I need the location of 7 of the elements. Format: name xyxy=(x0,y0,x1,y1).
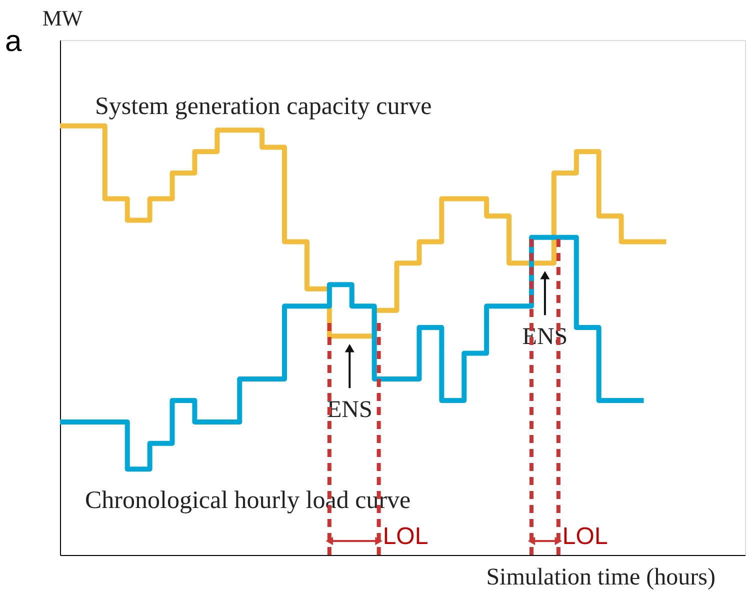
series-label: Chronological hourly load curve xyxy=(85,487,411,514)
series-label: System generation capacity curve xyxy=(95,93,432,120)
annotation: LOL xyxy=(562,523,608,550)
y-axis-title: MW xyxy=(42,6,83,30)
x-axis-title: Simulation time (hours) xyxy=(486,564,716,590)
text: a xyxy=(5,25,22,58)
annotation: LOL xyxy=(382,523,428,550)
